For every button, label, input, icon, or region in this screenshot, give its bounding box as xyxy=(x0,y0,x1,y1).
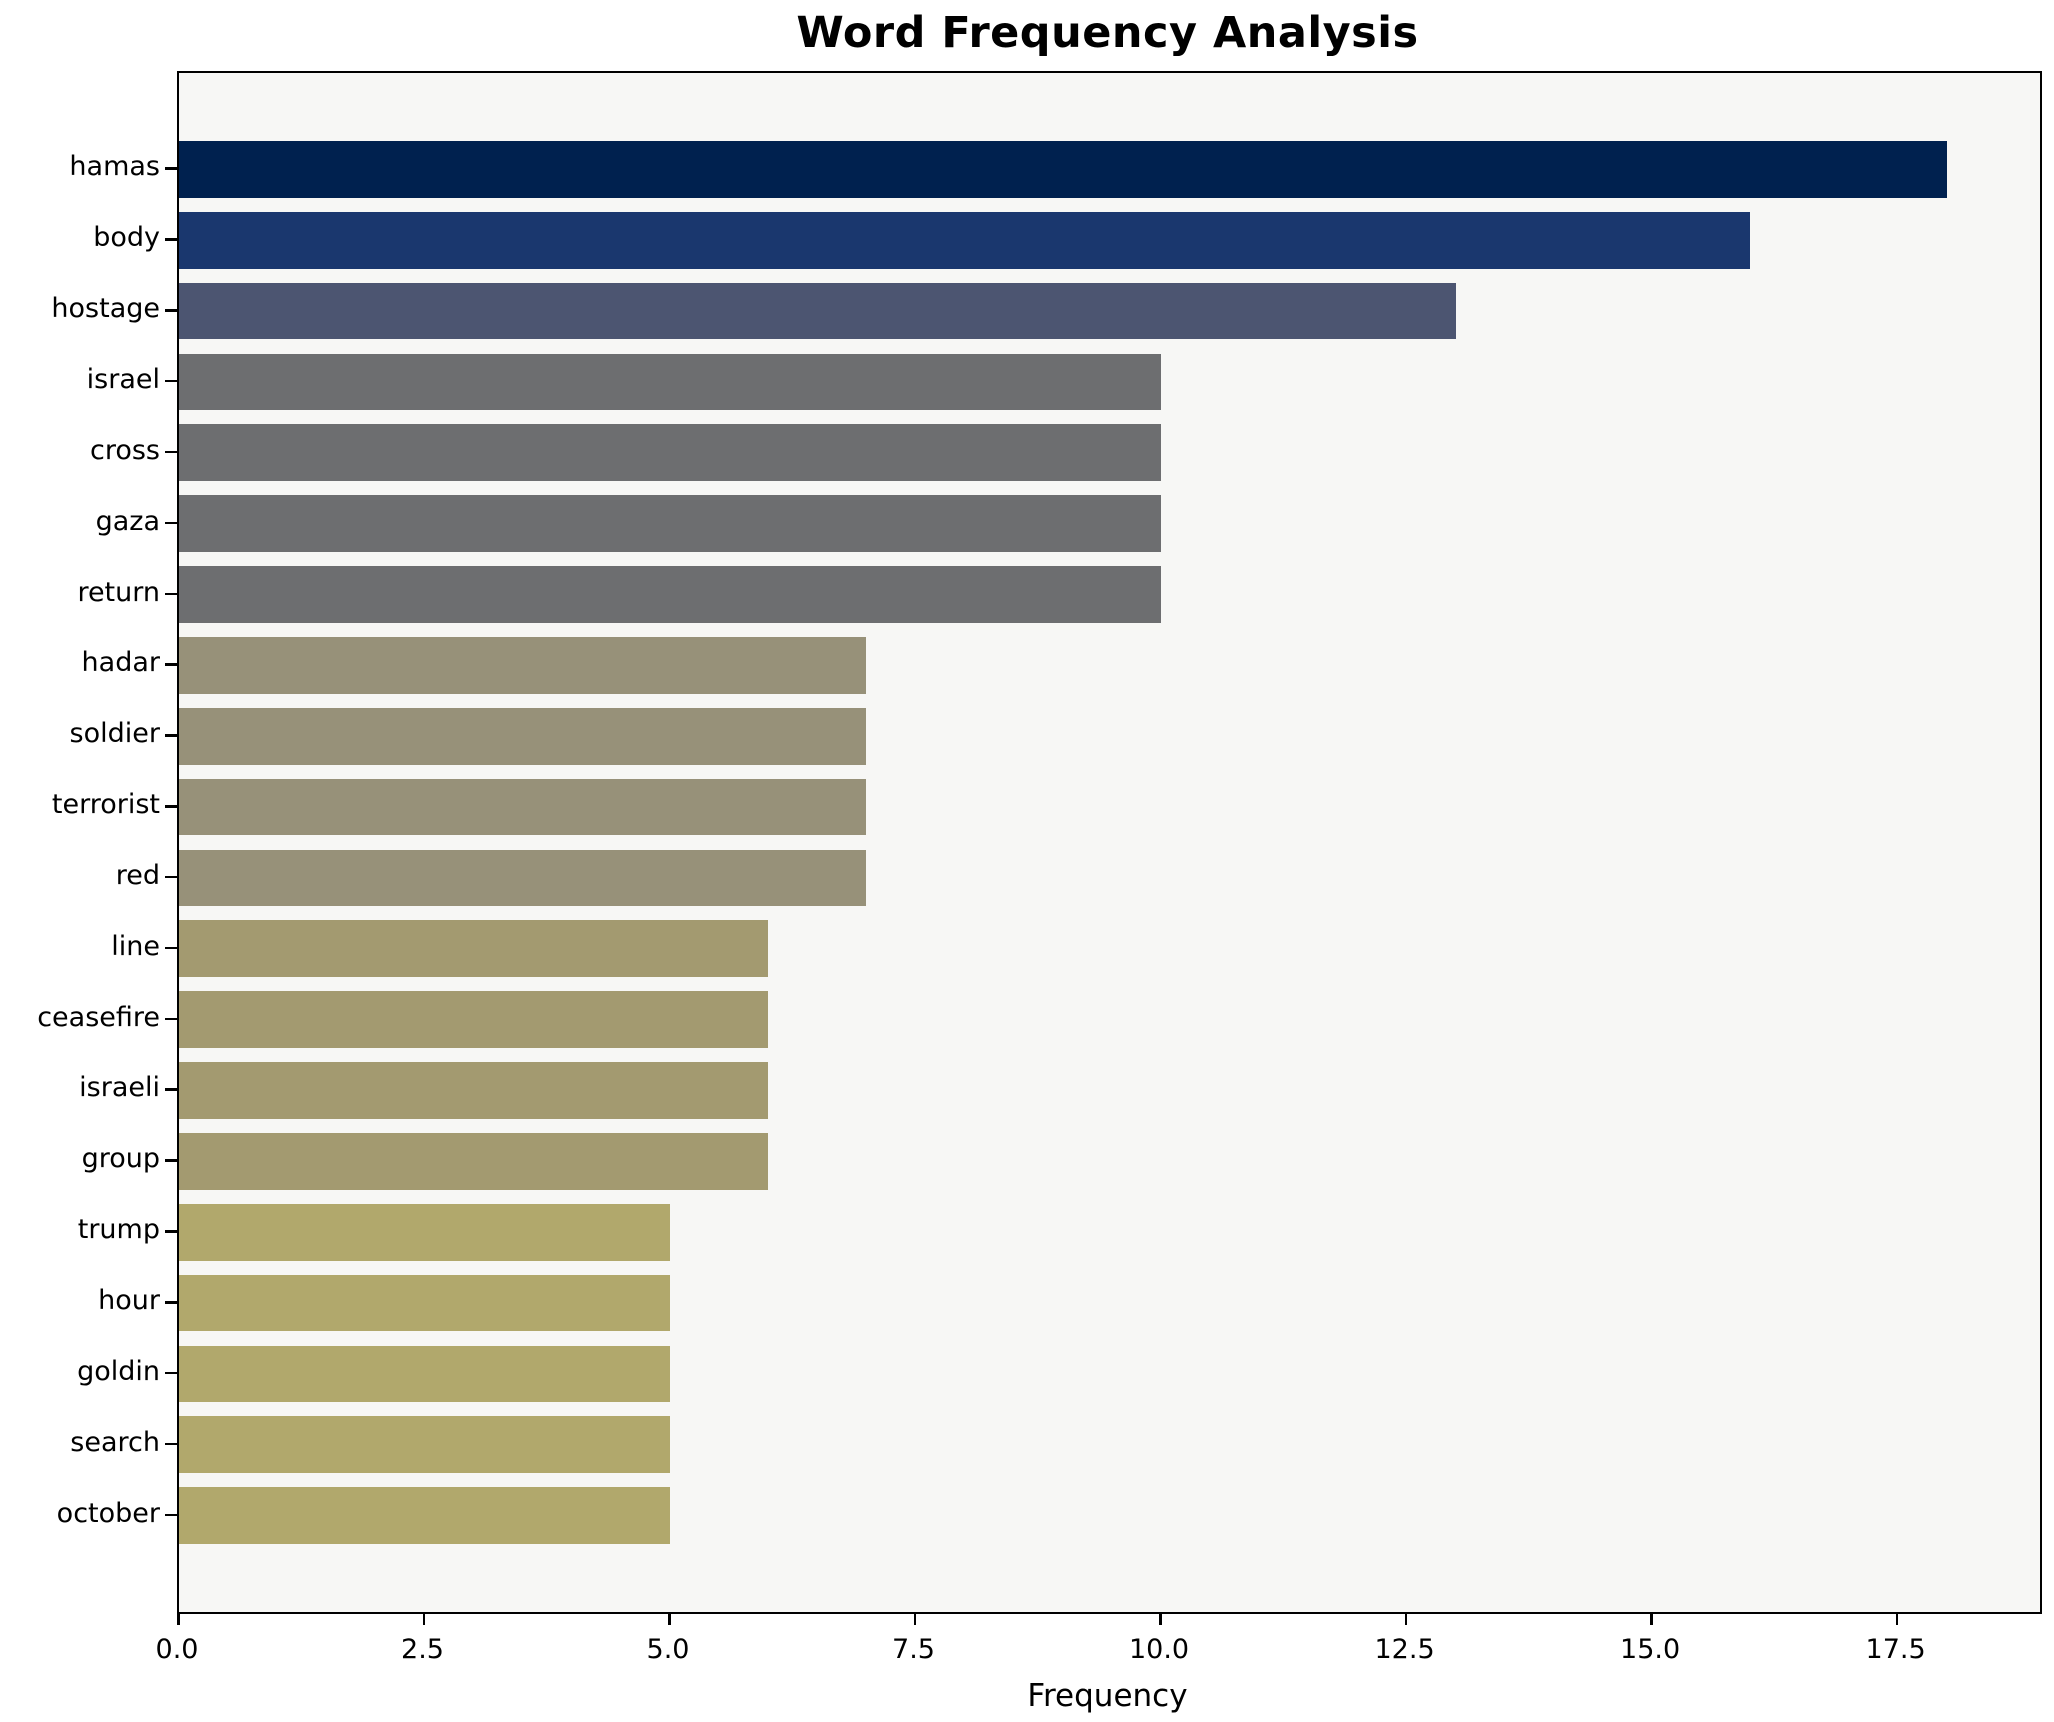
x-tick-label-0.0: 0.0 xyxy=(155,1634,199,1665)
bar-goldin xyxy=(179,1345,671,1403)
chart-title: Word Frequency Analysis xyxy=(796,8,1419,58)
x-tick-mark xyxy=(1159,1612,1162,1625)
y-tick-label-gaza: gaza xyxy=(95,505,160,537)
y-tick-label-body: body xyxy=(93,222,160,254)
y-tick-label-terrorist: terrorist xyxy=(51,789,160,821)
y-tick-label-return: return xyxy=(77,576,160,608)
y-tick-mark xyxy=(165,1371,177,1375)
y-tick-label-cross: cross xyxy=(89,434,160,466)
bar-gaza xyxy=(179,495,1162,552)
x-tick-label-7.5: 7.5 xyxy=(892,1634,935,1665)
bar-red xyxy=(179,849,867,907)
y-tick-label-hostage: hostage xyxy=(51,293,160,325)
x-tick-mark xyxy=(668,1612,671,1625)
bar-search xyxy=(179,1416,671,1474)
y-tick-mark xyxy=(165,1513,177,1517)
x-axis-label: Frequency xyxy=(1027,1678,1188,1714)
x-tick-mark xyxy=(913,1612,917,1625)
bar-october xyxy=(179,1487,671,1544)
y-tick-mark xyxy=(165,167,177,170)
y-tick-mark xyxy=(165,379,177,383)
bar-ceasefire xyxy=(179,991,769,1048)
y-tick-mark xyxy=(165,875,177,879)
y-tick-label-group: group xyxy=(81,1143,160,1175)
bar-hour xyxy=(179,1274,671,1332)
bar-group xyxy=(179,1133,769,1190)
y-tick-mark xyxy=(165,1442,177,1446)
y-tick-label-hour: hour xyxy=(98,1285,160,1317)
y-tick-label-soldier: soldier xyxy=(69,718,160,750)
y-tick-mark xyxy=(165,521,177,525)
y-tick-label-goldin: goldin xyxy=(77,1355,160,1387)
y-tick-label-hamas: hamas xyxy=(69,151,160,183)
y-tick-mark xyxy=(165,450,177,454)
x-tick-label-10.0: 10.0 xyxy=(1128,1634,1190,1665)
y-tick-label-israeli: israeli xyxy=(79,1072,160,1104)
x-tick-label-15.0: 15.0 xyxy=(1620,1634,1681,1665)
y-tick-mark xyxy=(165,1017,177,1021)
x-tick-label-17.5: 17.5 xyxy=(1865,1634,1926,1665)
y-tick-mark xyxy=(165,592,177,595)
bar-soldier xyxy=(179,707,867,765)
y-tick-mark xyxy=(165,1159,177,1162)
y-tick-mark xyxy=(165,734,177,737)
y-tick-mark xyxy=(165,238,177,241)
y-tick-mark xyxy=(165,663,177,666)
x-tick-mark xyxy=(1650,1612,1653,1625)
bar-line xyxy=(179,920,769,978)
y-tick-label-october: october xyxy=(56,1497,160,1529)
x-tick-label-12.5: 12.5 xyxy=(1374,1634,1435,1665)
x-tick-label-5.0: 5.0 xyxy=(646,1634,690,1665)
y-tick-mark xyxy=(165,805,177,808)
y-tick-label-line: line xyxy=(111,930,160,962)
y-tick-mark xyxy=(165,1088,177,1091)
bar-israel xyxy=(179,353,1162,411)
x-tick-label-2.5: 2.5 xyxy=(401,1634,444,1665)
bar-cross xyxy=(179,424,1162,482)
bar-hostage xyxy=(179,282,1456,340)
bar-trump xyxy=(179,1203,671,1261)
plot-area xyxy=(177,71,2042,1614)
y-tick-mark xyxy=(165,1301,177,1304)
y-tick-mark xyxy=(165,309,177,312)
y-tick-label-red: red xyxy=(115,859,160,891)
bar-return xyxy=(179,566,1162,623)
y-tick-label-hadar: hadar xyxy=(81,647,160,679)
y-tick-mark xyxy=(165,1230,177,1233)
x-tick-mark xyxy=(1895,1612,1899,1625)
bar-israeli xyxy=(179,1062,769,1119)
x-tick-mark xyxy=(177,1612,180,1625)
bar-hadar xyxy=(179,637,867,694)
bar-hamas xyxy=(179,141,1947,198)
y-tick-label-trump: trump xyxy=(77,1214,160,1246)
x-tick-mark xyxy=(422,1612,425,1625)
bar-terrorist xyxy=(179,778,867,836)
bar-body xyxy=(179,211,1751,269)
y-tick-label-search: search xyxy=(70,1426,160,1458)
y-tick-label-israel: israel xyxy=(86,363,160,395)
y-tick-label-ceasefire: ceasefire xyxy=(37,1001,160,1033)
x-tick-mark xyxy=(1404,1612,1408,1625)
y-tick-mark xyxy=(165,946,177,950)
